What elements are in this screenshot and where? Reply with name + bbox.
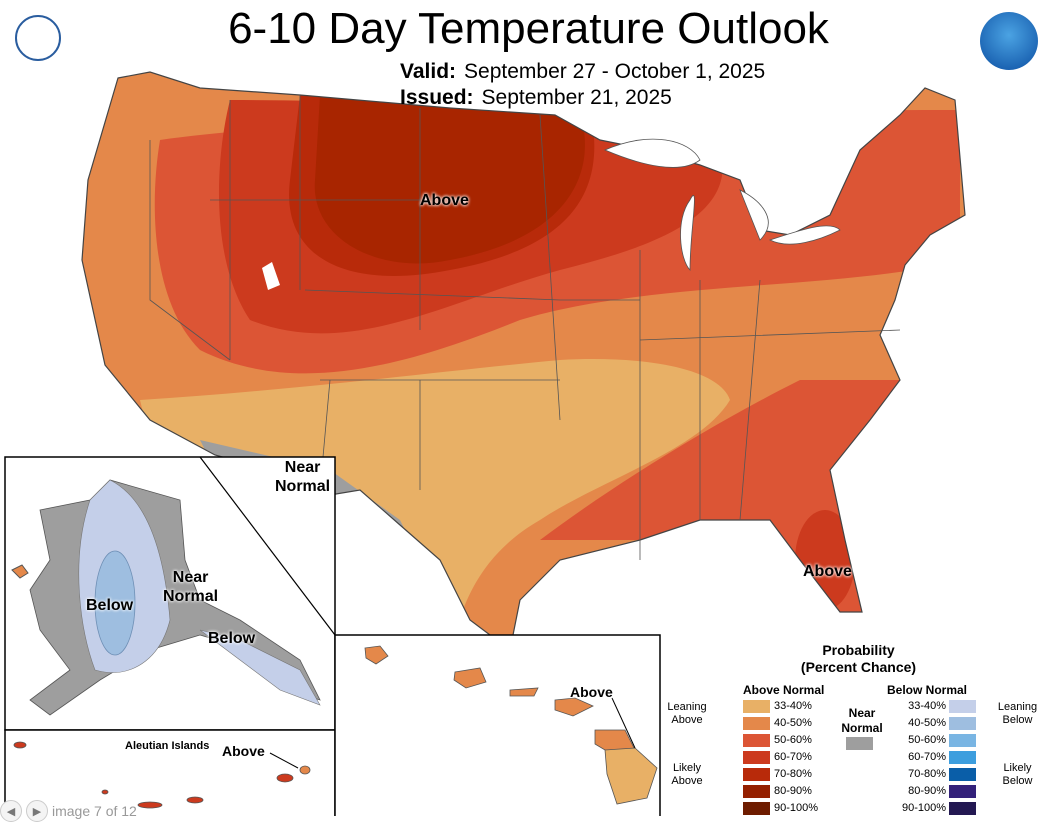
legend-above-swatch xyxy=(743,700,770,713)
legend-above-range: 50-60% xyxy=(774,734,812,746)
legend-near-normal-swatch xyxy=(846,737,873,750)
legend-below-range: 80-90% xyxy=(908,785,946,797)
legend-above-header: Above Normal xyxy=(743,683,825,697)
label-near-normal-sw: Near Normal xyxy=(275,459,331,495)
legend-above-swatch xyxy=(743,768,770,781)
legend-above-range: 40-50% xyxy=(774,717,812,729)
legend-below-range: 33-40% xyxy=(908,700,946,712)
legend-above-range: 33-40% xyxy=(774,700,812,712)
great-salt-lake xyxy=(262,262,280,290)
label-below-alaska: Below xyxy=(86,597,134,614)
legend-above-swatch xyxy=(743,717,770,730)
legend-above-range: 90-100% xyxy=(774,802,819,814)
legend-below-swatch xyxy=(949,734,976,747)
label-above-florida: Above xyxy=(803,563,852,580)
label-above-north: Above xyxy=(420,192,469,209)
label-below-se-alaska: Below xyxy=(208,630,256,647)
legend-below-range: 90-100% xyxy=(901,802,946,814)
legend-above-swatch xyxy=(743,734,770,747)
next-image-button[interactable]: ▶ xyxy=(26,800,48,822)
legend-below-range: 70-80% xyxy=(908,768,946,780)
issued-label: Issued: xyxy=(400,86,474,109)
label-above-aleutians: Above xyxy=(222,743,265,759)
hawaii-inset xyxy=(334,634,661,816)
aleutian-title: Aleutian Islands xyxy=(125,740,210,752)
image-navigation: ◀ ▶ image 7 of 12 xyxy=(0,800,137,822)
page-title: 6-10 Day Temperature Outlook xyxy=(228,4,829,53)
legend-below-header: Below Normal xyxy=(887,683,968,697)
legend-below-range: 60-70% xyxy=(908,751,946,763)
issued-date: September 21, 2025 xyxy=(481,86,672,109)
valid-dates: September 27 - October 1, 2025 xyxy=(464,60,766,83)
legend-below-swatch xyxy=(949,802,976,815)
legend-above-range: 80-90% xyxy=(774,785,812,797)
legend-above-range: 60-70% xyxy=(774,751,812,763)
legend-below-swatch xyxy=(949,700,976,713)
legend-below-range: 50-60% xyxy=(908,734,946,746)
legend-below-swatch xyxy=(949,717,976,730)
legend-below-swatch xyxy=(949,768,976,781)
legend-above-swatch xyxy=(743,785,770,798)
legend-below-range: 40-50% xyxy=(908,717,946,729)
legend-above-swatch xyxy=(743,751,770,764)
legend-below-swatch xyxy=(949,785,976,798)
state-borders xyxy=(149,95,901,560)
legend: Probability (Percent Chance) Above Normal… xyxy=(667,642,1038,815)
image-counter: image 7 of 12 xyxy=(52,803,137,819)
legend-above-swatch xyxy=(743,802,770,815)
noaa-logo xyxy=(980,12,1038,70)
doc-seal-logo xyxy=(15,15,61,61)
label-near-normal-alaska: Near Normal xyxy=(163,569,219,605)
great-lakes xyxy=(603,138,841,271)
label-above-hawaii: Above xyxy=(570,684,613,700)
valid-label: Valid: xyxy=(400,60,457,83)
legend-above-range: 70-80% xyxy=(774,768,812,780)
previous-image-button[interactable]: ◀ xyxy=(0,800,22,822)
legend-below-swatch xyxy=(949,751,976,764)
